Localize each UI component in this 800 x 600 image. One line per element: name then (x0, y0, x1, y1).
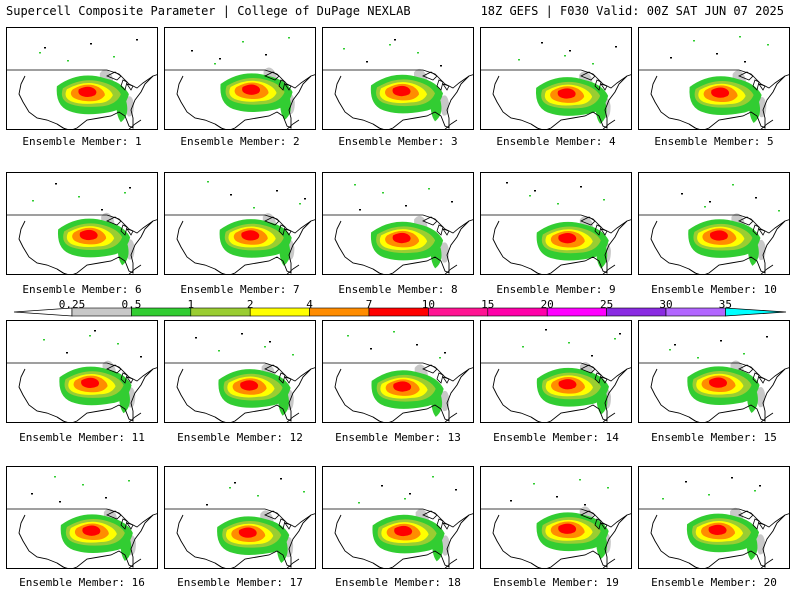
member-map-9 (480, 172, 632, 275)
header-title: Supercell Composite Parameter | College … (6, 4, 411, 18)
member-label: Ensemble Member: 12 (177, 431, 303, 444)
member-map-11 (6, 320, 158, 423)
member-map-7 (164, 172, 316, 275)
header-valid-time: 18Z GEFS | F030 Valid: 00Z SAT JUN 07 20… (480, 4, 784, 18)
scp-map (7, 330, 157, 422)
member-label: Ensemble Member: 13 (335, 431, 461, 444)
member-map-4 (480, 27, 632, 130)
scp-map (323, 331, 473, 422)
scp-map (165, 181, 315, 274)
scp-map (323, 476, 473, 568)
member-label: Ensemble Member: 4 (496, 135, 616, 148)
scp-map (639, 477, 789, 568)
colorbar-tick-label: 30 (659, 298, 673, 311)
scp-map (7, 39, 157, 129)
scp-map (481, 182, 631, 274)
colorbar-tick-label: 35 (718, 298, 733, 311)
member-map-17 (164, 466, 316, 569)
scp-map (165, 37, 315, 129)
member-map-1 (6, 27, 158, 130)
color-scale-bar (13, 307, 787, 317)
colorbar-segment (428, 307, 489, 317)
member-label: Ensemble Member: 10 (651, 283, 777, 296)
colorbar-tick-label: 0.5 (121, 298, 142, 311)
colorbar-segment (249, 307, 310, 317)
scp-map (639, 36, 789, 129)
member-label: Ensemble Member: 11 (19, 431, 145, 444)
member-map-5 (638, 27, 790, 130)
colorbar-segment (487, 307, 548, 317)
member-map-2 (164, 27, 316, 130)
member-label: Ensemble Member: 1 (22, 135, 142, 148)
colorbar-tick-label: 7 (365, 298, 373, 311)
scp-map (323, 184, 473, 274)
member-label: Ensemble Member: 2 (180, 135, 300, 148)
member-map-8 (322, 172, 474, 275)
member-label: Ensemble Member: 3 (338, 135, 458, 148)
colorbar-segment (546, 307, 607, 317)
scp-map (165, 333, 315, 422)
scp-map (481, 42, 631, 129)
member-label: Ensemble Member: 20 (651, 576, 777, 589)
colorbar-segment (190, 307, 251, 317)
member-map-12 (164, 320, 316, 423)
member-map-18 (322, 466, 474, 569)
member-map-15 (638, 320, 790, 423)
colorbar-tick-label: 20 (540, 298, 554, 311)
member-map-14 (480, 320, 632, 423)
colorbar-arrow-high (725, 307, 787, 317)
member-label: Ensemble Member: 18 (335, 576, 461, 589)
colorbar-segment (368, 307, 429, 317)
member-map-16 (6, 466, 158, 569)
colorbar-tick-label: 0.25 (58, 298, 86, 311)
member-label: Ensemble Member: 17 (177, 576, 303, 589)
colorbar-tick-label: 2 (246, 298, 254, 311)
colorbar-segment (665, 307, 726, 317)
member-map-19 (480, 466, 632, 569)
member-label: Ensemble Member: 5 (654, 135, 774, 148)
colorbar-tick-label: 1 (187, 298, 195, 311)
member-map-10 (638, 172, 790, 275)
member-map-6 (6, 172, 158, 275)
scp-map (7, 476, 157, 568)
member-label: Ensemble Member: 14 (493, 431, 619, 444)
colorbar-tick-label: 4 (306, 298, 313, 311)
member-label: Ensemble Member: 16 (19, 576, 145, 589)
member-map-13 (322, 320, 474, 423)
member-label: Ensemble Member: 9 (496, 283, 616, 296)
scp-map (323, 39, 473, 129)
scp-map (481, 479, 631, 568)
member-label: Ensemble Member: 15 (651, 431, 777, 444)
colorbar-segment (606, 307, 667, 317)
scp-map (639, 184, 789, 274)
colorbar-tick-label: 10 (421, 298, 436, 311)
member-label: Ensemble Member: 8 (338, 283, 458, 296)
member-label: Ensemble Member: 6 (22, 283, 142, 296)
colorbar-tick-label: 15 (481, 298, 495, 311)
colorbar-segment (309, 307, 370, 317)
scp-map (481, 329, 631, 422)
scp-map (7, 183, 157, 274)
member-label: Ensemble Member: 19 (493, 576, 619, 589)
scp-map (639, 336, 789, 422)
member-map-20 (638, 466, 790, 569)
colorbar-tick-label: 25 (599, 298, 614, 311)
member-map-3 (322, 27, 474, 130)
member-label: Ensemble Member: 7 (180, 283, 300, 296)
scp-map (165, 478, 315, 568)
